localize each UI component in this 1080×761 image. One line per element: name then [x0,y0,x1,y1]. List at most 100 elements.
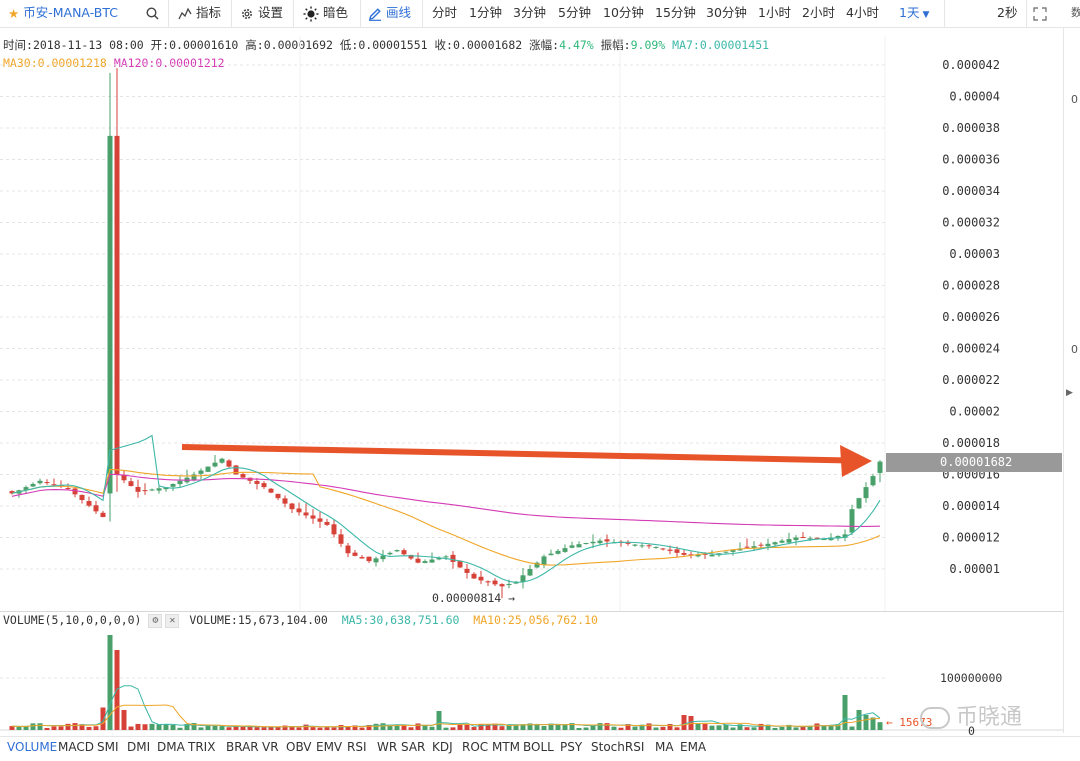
refresh-interval[interactable]: 2秒 [997,5,1018,20]
volume-header: VOLUME(5,10,0,0,0,0) ⚙ ✕ VOLUME:15,673,10… [3,613,598,628]
indicator-tab-2[interactable]: SMI [97,740,119,754]
indicator-tab-12[interactable]: SAR [401,740,426,754]
volume-bar [786,724,792,730]
indicator-tab-4[interactable]: DMA [157,740,185,754]
price-tick-label: 0.000012 [942,531,1000,545]
indicator-tab-1[interactable]: MACD [58,740,94,754]
indicator-tab-13[interactable]: KDJ [432,740,453,754]
indicator-tab-9[interactable]: EMV [316,740,343,754]
indicator-tab-6[interactable]: BRAR [226,740,259,754]
volume-bar [471,727,477,730]
price-tick-label: 0.000028 [942,279,1000,293]
indicators-button[interactable]: 指标 [178,0,221,27]
candle-body [667,549,673,551]
price-chart[interactable]: 0.000042 0.00004 0.000038 0.000036 0.000034 0… [0,36,1063,611]
candle-body [331,524,337,535]
theme-toggle[interactable]: 暗色 [303,0,348,27]
indicator-tab-18[interactable]: StochRSI [591,740,645,754]
volume-bar [142,724,148,730]
candle-body [107,135,113,494]
indicator-tab-20[interactable]: EMA [680,740,707,754]
volume-bar [121,710,127,730]
gear-icon[interactable]: ⚙ [148,613,163,628]
candle-body [793,537,799,541]
volume-bar [863,715,869,730]
period-dropdown[interactable]: 1天 ▼ [899,0,929,27]
volume-bar [639,724,645,730]
indicator-tab-17[interactable]: PSY [560,740,583,754]
volume-bar [135,723,141,730]
volume-bar [373,723,379,730]
volume-bar [716,725,722,730]
period-tab-5[interactable]: 15分钟 [655,5,696,20]
candle-body [842,534,848,538]
indicator-tab-10[interactable]: RSI [347,740,367,754]
candle-body [464,568,470,573]
edge-text-2: 0 [1071,343,1078,356]
candle-body [639,545,645,547]
candle-body [51,484,57,486]
price-tick-label: 0.000034 [942,184,1000,198]
indicator-tab-16[interactable]: BOLL [523,740,554,754]
candle-body [863,487,869,499]
volume-bar [79,724,85,730]
volume-bar [688,716,694,730]
candle-body [821,539,827,541]
indicator-tab-11[interactable]: WR [377,740,398,754]
watermark-logo-icon [920,707,950,729]
candle-body [359,557,365,559]
volume-bar [156,724,162,730]
volume-bar [275,726,281,730]
period-tab-4[interactable]: 10分钟 [603,5,644,20]
period-tab-6[interactable]: 30分钟 [706,5,747,20]
period-tab-0[interactable]: 分时 [432,5,458,20]
volume-bar [58,726,64,730]
ma30-value: 0.00001218 [37,56,107,70]
candle-body [471,573,477,579]
volume-bar [807,725,813,730]
period-tab-3[interactable]: 5分钟 [558,5,591,20]
candle-body [814,537,820,539]
indicator-tab-8[interactable]: OBV [286,740,312,754]
candle-body [835,535,841,539]
indicator-tab-7[interactable]: VR [262,740,279,754]
period-tab-9[interactable]: 4小时 [846,5,879,20]
price-tick-label: 0.00004 [949,90,1000,104]
candle-body [121,474,127,481]
volume-value: 15,673,104.00 [237,613,328,627]
candle-body [849,509,855,533]
candle-body [443,556,449,558]
volume-bar [632,726,638,730]
star-icon[interactable]: ★ [8,5,20,21]
current-price-tag: 0.00001682 [886,453,1062,472]
candle-body [37,480,43,484]
search-button[interactable] [146,0,163,27]
vol-ma5-value: 30,638,751.60 [369,613,460,627]
volume-bar [541,726,547,730]
indicator-tab-15[interactable]: MTM [492,740,521,754]
price-tick-label: 0.000024 [942,342,1000,356]
indicator-tab-14[interactable]: ROC [462,740,489,754]
draw-button[interactable]: 画线 [368,0,411,27]
period-tab-1[interactable]: 1分钟 [469,5,502,20]
symbol-selector[interactable]: ★ 币安-MANA-BTC [8,0,118,27]
candle-body [261,483,267,488]
volume-chart[interactable] [0,632,1063,736]
indicator-tab-19[interactable]: MA [655,740,674,754]
period-tab-2[interactable]: 3分钟 [513,5,546,20]
indicator-tab-5[interactable]: TRIX [188,740,216,754]
period-tab-7[interactable]: 1小时 [758,5,791,20]
volume-bar [737,724,743,730]
close-icon[interactable]: ✕ [165,613,180,628]
settings-button[interactable]: 设置 [240,0,283,27]
volume-bar [72,723,78,730]
candle-body [583,543,589,545]
candle-body [548,553,554,556]
pane-divider[interactable] [0,611,1063,612]
period-tab-8[interactable]: 2小时 [802,5,835,20]
volume-title: VOLUME(5,10,0,0,0,0) [3,613,142,627]
fullscreen-button[interactable] [1033,0,1051,27]
indicator-tab-0[interactable]: VOLUME [7,740,58,754]
expand-panel-icon[interactable]: ▶ [1066,388,1073,398]
indicator-tab-3[interactable]: DMI [127,740,151,754]
